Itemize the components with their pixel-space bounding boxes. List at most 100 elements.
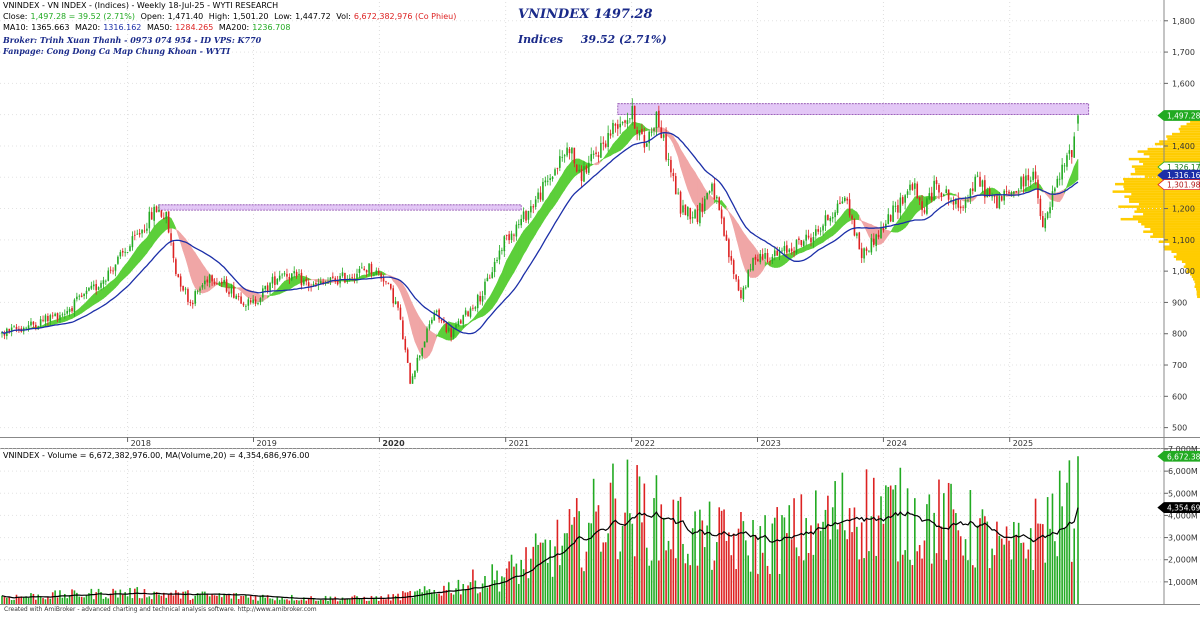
candle-body (755, 257, 757, 260)
candle-body (849, 199, 851, 215)
candle-body (49, 315, 51, 322)
ma-band-segment (108, 282, 110, 294)
volume-bar (334, 597, 336, 604)
ma-band-segment (152, 227, 154, 247)
candle-body (62, 314, 64, 315)
candle-body (624, 120, 626, 122)
candle-body (851, 216, 853, 219)
candle-body (996, 196, 998, 208)
volume-profile-bar (1121, 218, 1200, 221)
ma-band-segment (193, 250, 195, 288)
ma-band-segment (128, 259, 130, 275)
volume-profile-bar (1171, 250, 1200, 253)
volume-bar (718, 507, 720, 604)
candle-body (837, 204, 839, 213)
volume-bar (243, 596, 245, 604)
volume-bar (977, 526, 979, 604)
candle-body (421, 348, 423, 356)
volume-bar (670, 549, 672, 604)
volume-bar (549, 540, 551, 604)
volume-bar (883, 524, 885, 604)
candle-body (76, 297, 78, 300)
footer-credit: Created with AmiBroker - advanced charti… (4, 606, 317, 614)
candle-body (238, 296, 240, 297)
fanpage-line: Fanpage: Cong Dong Ca Map Chung Khoan - … (3, 46, 230, 56)
volume-bar (513, 567, 515, 604)
volume-profile-bar (1165, 248, 1200, 251)
candle-body (25, 328, 27, 329)
resistance-zone (159, 205, 522, 210)
broker-line: Broker: Trinh Xuan Thanh - 0973 074 954 … (3, 35, 261, 45)
year-tick-label: 2023 (761, 439, 781, 448)
volume-bar (373, 599, 375, 604)
candle-body (747, 270, 749, 287)
candle-body (303, 280, 305, 284)
candle-body (960, 206, 962, 208)
candle-body (1035, 172, 1037, 179)
candle-body (832, 217, 834, 218)
candle-body (392, 288, 394, 303)
candle-body (909, 185, 911, 191)
candle-body (475, 307, 477, 308)
volume-bar (107, 598, 109, 604)
candle-body (185, 289, 187, 290)
volume-bar (900, 468, 902, 604)
candle-body (762, 254, 764, 259)
volume-bar (158, 594, 160, 604)
volume-bar (144, 589, 146, 604)
candle-body (64, 314, 66, 315)
candle-body (402, 320, 404, 339)
volume-bar (16, 595, 18, 604)
volume-bar (967, 560, 969, 604)
volume-bar (576, 498, 578, 604)
candle-body (199, 289, 201, 291)
volume-bar (23, 597, 25, 604)
candle-body (16, 327, 18, 329)
ma-band-segment (557, 178, 559, 201)
volume-bar (390, 601, 392, 604)
volume-bar (1044, 563, 1046, 604)
candle-body (979, 177, 981, 187)
candle-body (772, 257, 774, 261)
candle-body (892, 205, 894, 221)
volume-bar (320, 600, 322, 604)
volume-bar (730, 555, 732, 604)
volume-bar (564, 533, 566, 604)
volume-bar (376, 596, 378, 604)
volume-bar (397, 594, 399, 604)
volume-bar (305, 601, 307, 604)
volume-bar (559, 565, 561, 604)
candle-body (1057, 179, 1059, 187)
volume-bar (1018, 523, 1020, 604)
candle-body (458, 321, 460, 325)
candle-body (429, 324, 431, 328)
candle-body (173, 243, 175, 259)
volume-bar (168, 594, 170, 604)
candle-body (187, 289, 189, 302)
ma-band-segment (746, 236, 748, 275)
volume-bar (706, 525, 708, 604)
candle-body (180, 276, 182, 286)
volume-bar (909, 560, 911, 604)
price-tick-label: 600 (1172, 392, 1187, 401)
volume-bar (1071, 562, 1073, 604)
volume-bar (682, 544, 684, 604)
volume-bar (619, 551, 621, 604)
volume-bar (668, 541, 670, 604)
candle-body (373, 275, 375, 276)
volume-bar (646, 548, 648, 604)
volume-profile-bar (1144, 153, 1200, 156)
candle-body (1054, 188, 1056, 191)
candle-body (564, 155, 566, 156)
candle-body (1066, 155, 1068, 167)
candle-body (692, 217, 694, 218)
volume-bar (192, 599, 194, 604)
candle-body (931, 193, 933, 200)
volume-bar (49, 599, 51, 604)
candle-body (129, 246, 131, 251)
ma-band-segment (538, 209, 540, 229)
volume-bar (733, 533, 735, 604)
ma20-label: MA20: (75, 23, 100, 32)
ma-band-segment (915, 196, 917, 214)
volume-bar (615, 499, 617, 604)
